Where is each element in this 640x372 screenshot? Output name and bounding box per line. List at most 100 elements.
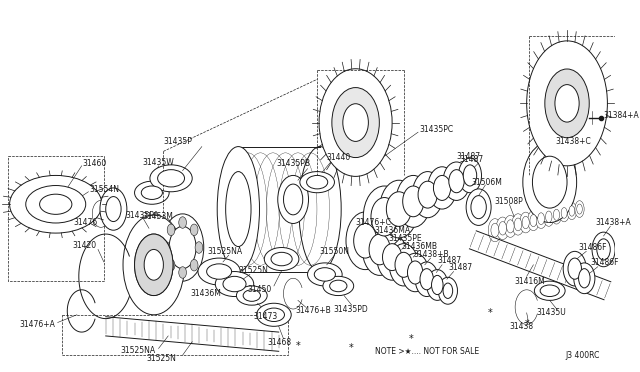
Ellipse shape xyxy=(561,208,567,218)
Ellipse shape xyxy=(346,212,385,270)
Ellipse shape xyxy=(506,220,514,233)
Ellipse shape xyxy=(402,253,429,292)
Text: 31486F: 31486F xyxy=(579,243,607,252)
Ellipse shape xyxy=(190,224,198,235)
Ellipse shape xyxy=(169,227,196,269)
Text: 31450: 31450 xyxy=(247,285,271,294)
Ellipse shape xyxy=(100,188,127,230)
Ellipse shape xyxy=(307,176,328,189)
Text: *: * xyxy=(296,340,300,350)
Text: 31436M: 31436M xyxy=(190,289,221,298)
Ellipse shape xyxy=(592,232,615,267)
Text: 31460: 31460 xyxy=(83,159,107,169)
Ellipse shape xyxy=(161,214,204,281)
Ellipse shape xyxy=(26,186,86,223)
Ellipse shape xyxy=(134,234,173,296)
Ellipse shape xyxy=(150,165,192,192)
Ellipse shape xyxy=(575,201,584,217)
Ellipse shape xyxy=(343,104,369,141)
Ellipse shape xyxy=(134,234,173,296)
Ellipse shape xyxy=(217,147,259,272)
Ellipse shape xyxy=(458,158,481,193)
Ellipse shape xyxy=(512,214,524,235)
Ellipse shape xyxy=(559,204,569,222)
Ellipse shape xyxy=(40,194,72,214)
Text: 31440: 31440 xyxy=(327,153,351,162)
Ellipse shape xyxy=(395,252,412,277)
Ellipse shape xyxy=(190,259,198,271)
Ellipse shape xyxy=(198,258,240,285)
Text: 31435PD: 31435PD xyxy=(333,305,368,314)
Text: 31525N: 31525N xyxy=(146,353,176,363)
Ellipse shape xyxy=(443,162,470,201)
Ellipse shape xyxy=(536,209,547,228)
Ellipse shape xyxy=(383,244,402,270)
Ellipse shape xyxy=(223,276,246,292)
Ellipse shape xyxy=(538,213,545,225)
Ellipse shape xyxy=(369,234,390,265)
Ellipse shape xyxy=(412,171,443,218)
Text: 31435P: 31435P xyxy=(163,137,192,146)
Text: 31435PB: 31435PB xyxy=(276,159,310,169)
Ellipse shape xyxy=(157,170,184,187)
Ellipse shape xyxy=(555,84,579,122)
Text: 31435PA: 31435PA xyxy=(125,211,159,220)
Ellipse shape xyxy=(141,186,163,199)
Ellipse shape xyxy=(471,196,486,219)
Ellipse shape xyxy=(362,224,397,275)
Ellipse shape xyxy=(179,267,186,278)
Ellipse shape xyxy=(491,223,499,237)
Text: 31487: 31487 xyxy=(460,155,484,164)
Ellipse shape xyxy=(522,216,529,229)
Ellipse shape xyxy=(427,270,448,300)
Ellipse shape xyxy=(300,171,335,193)
Ellipse shape xyxy=(420,269,433,290)
Text: 31486F: 31486F xyxy=(590,259,619,267)
Text: 31416M: 31416M xyxy=(514,277,545,286)
Text: 31550N: 31550N xyxy=(319,247,349,256)
Ellipse shape xyxy=(387,192,412,227)
Text: 31435PE: 31435PE xyxy=(388,234,422,243)
Ellipse shape xyxy=(207,264,232,279)
Ellipse shape xyxy=(408,261,423,284)
Ellipse shape xyxy=(579,269,590,288)
Ellipse shape xyxy=(443,283,452,298)
Ellipse shape xyxy=(532,156,567,208)
Ellipse shape xyxy=(179,217,186,228)
Text: 31525NA: 31525NA xyxy=(207,247,243,256)
Text: 31468: 31468 xyxy=(267,338,291,347)
Text: 31476+B: 31476+B xyxy=(295,307,331,315)
Ellipse shape xyxy=(389,244,418,286)
Ellipse shape xyxy=(264,247,299,270)
Ellipse shape xyxy=(577,204,582,214)
Text: 31435U: 31435U xyxy=(536,308,566,317)
Ellipse shape xyxy=(463,165,477,186)
Text: 31453M: 31453M xyxy=(142,212,173,221)
Text: 31476+A: 31476+A xyxy=(19,320,55,329)
Ellipse shape xyxy=(466,189,491,225)
Ellipse shape xyxy=(545,211,552,222)
Ellipse shape xyxy=(123,215,184,315)
Ellipse shape xyxy=(319,69,392,176)
Ellipse shape xyxy=(396,176,431,227)
Ellipse shape xyxy=(403,186,424,217)
Text: 31438: 31438 xyxy=(509,322,534,331)
Text: 31435W: 31435W xyxy=(142,158,174,167)
Ellipse shape xyxy=(563,251,586,286)
Text: 31506M: 31506M xyxy=(471,178,502,187)
Ellipse shape xyxy=(554,209,559,220)
Text: NOTE >★.... NOT FOR SALE: NOTE >★.... NOT FOR SALE xyxy=(375,347,479,356)
Text: 31436MB: 31436MB xyxy=(402,242,438,251)
Text: 31476+C: 31476+C xyxy=(356,218,392,227)
Ellipse shape xyxy=(330,280,347,292)
Ellipse shape xyxy=(496,217,509,240)
Text: 31384+A: 31384+A xyxy=(604,111,639,120)
Ellipse shape xyxy=(364,186,406,247)
Text: *: * xyxy=(348,343,353,353)
Text: 31438+A: 31438+A xyxy=(596,218,632,227)
Text: *: * xyxy=(409,334,413,344)
Text: 31420: 31420 xyxy=(72,241,96,250)
Text: 31438+B: 31438+B xyxy=(413,250,449,259)
Text: 31436MA: 31436MA xyxy=(375,226,411,235)
Ellipse shape xyxy=(428,167,456,209)
